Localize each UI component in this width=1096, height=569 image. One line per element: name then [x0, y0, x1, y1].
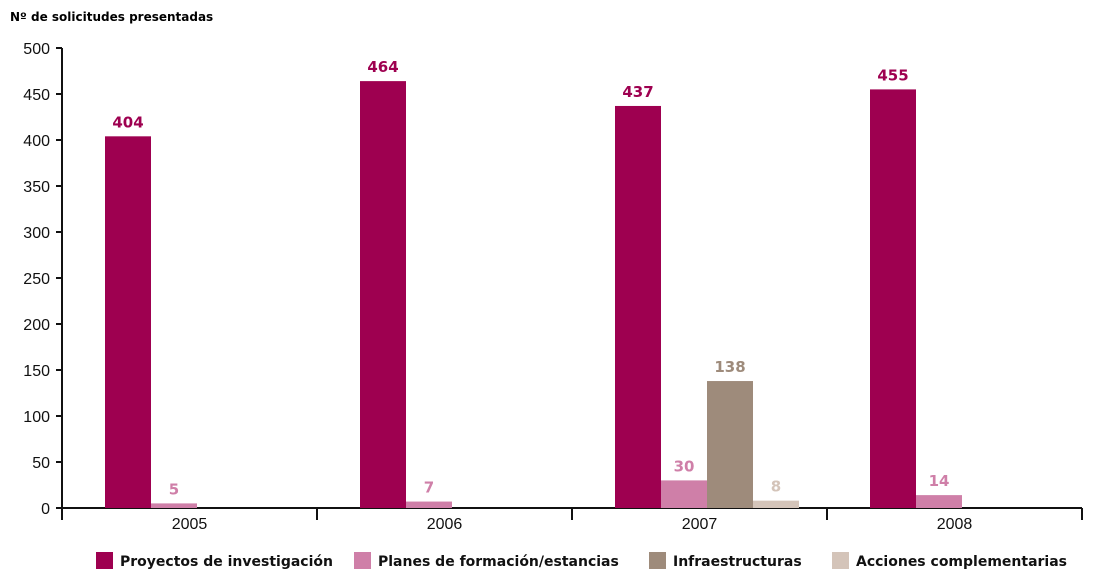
data-label: 14: [929, 472, 950, 490]
legend: Proyectos de investigación Planes de form…: [96, 552, 1067, 569]
y-tick-label: 150: [23, 363, 50, 380]
x-tick-label: 2005: [172, 516, 208, 533]
legend-swatch: [354, 552, 371, 569]
y-tick-label: 450: [23, 87, 50, 104]
y-axis-title: Nº de solicitudes presentadas: [10, 10, 213, 24]
legend-label: Infraestructuras: [673, 554, 802, 569]
bar: [753, 500, 799, 508]
bar: [406, 501, 452, 508]
data-label: 5: [169, 480, 179, 498]
legend-label: Proyectos de investigación: [120, 554, 333, 569]
data-label: 138: [714, 358, 745, 376]
data-label: 437: [622, 83, 653, 101]
legend-label: Planes de formación/estancias: [378, 554, 619, 569]
bar: [916, 495, 962, 508]
y-tick-label: 500: [23, 41, 50, 58]
axes: 0 50 100 150 200 250 300 350 400 450 500 2005 2006 20…: [23, 41, 1083, 533]
x-tick-label: 2006: [427, 516, 463, 533]
x-tick-label: 2007: [682, 516, 718, 533]
data-labels: 404 5 464 7 437 30 138 8 455 14: [112, 58, 949, 498]
data-label: 30: [674, 457, 695, 475]
y-tick-label: 350: [23, 179, 50, 196]
legend-label: Acciones complementarias: [856, 554, 1067, 569]
y-tick-label: 0: [41, 501, 50, 518]
y-tick-label: 100: [23, 409, 50, 426]
bar: [661, 480, 707, 508]
data-label: 8: [771, 478, 781, 496]
y-tick-label: 200: [23, 317, 50, 334]
data-label: 404: [112, 113, 143, 131]
y-tick-label: 300: [23, 225, 50, 242]
y-tick-label: 250: [23, 271, 50, 288]
bar: [615, 105, 661, 509]
bar: [151, 503, 197, 508]
data-label: 455: [877, 66, 908, 84]
bars: [105, 81, 962, 509]
data-label: 464: [367, 58, 398, 76]
y-tick-label: 50: [32, 455, 50, 472]
bar: [707, 381, 753, 508]
legend-swatch: [649, 552, 666, 569]
legend-swatch: [96, 552, 113, 569]
bar: [360, 81, 406, 509]
y-tick-label: 400: [23, 133, 50, 150]
x-tick-label: 2008: [937, 516, 973, 533]
legend-swatch: [832, 552, 849, 569]
bar: [105, 136, 151, 508]
data-label: 7: [424, 479, 434, 497]
bar: [870, 89, 916, 509]
